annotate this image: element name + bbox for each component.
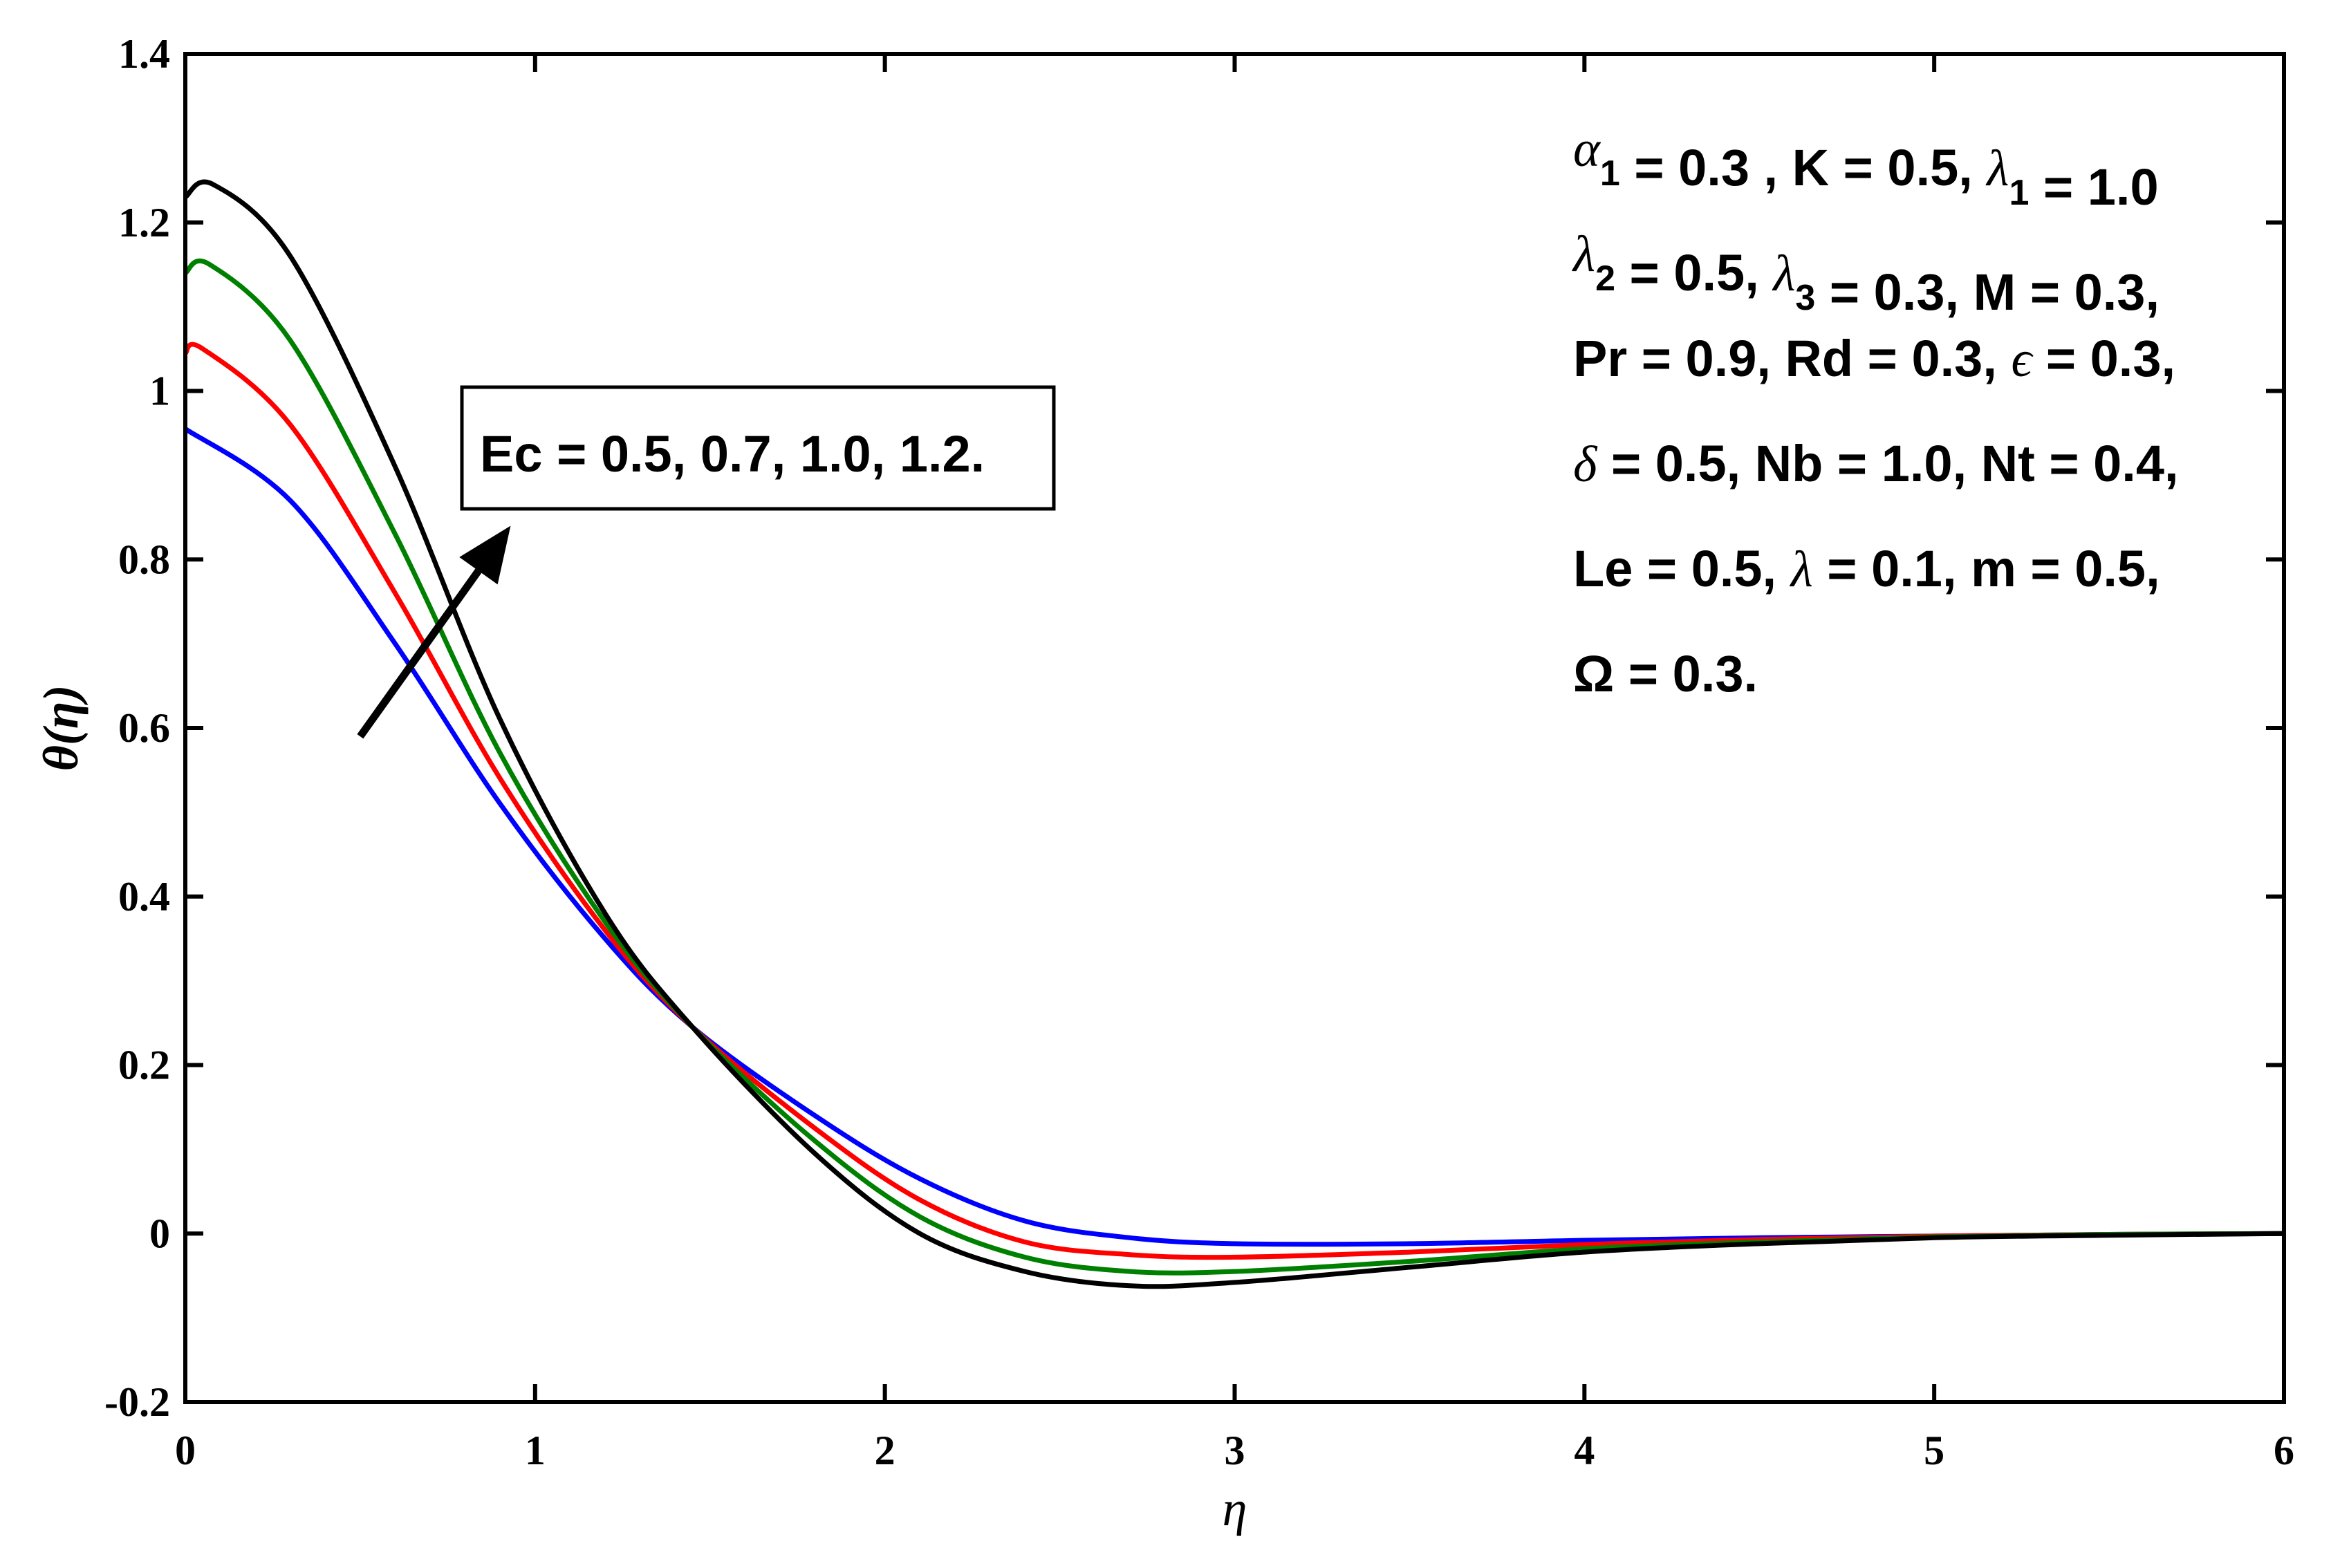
parameter-line-1: α1 = 0.3 , K = 0.5, λ1 = 1.0 (1573, 121, 2159, 216)
y-tick-label: 0.2 (118, 1043, 170, 1088)
x-tick-label: 5 (1924, 1428, 1944, 1473)
parameter-annotation: α1 = 0.3 , K = 0.5, λ1 = 1.0 λ2 = 0.5, λ3… (1572, 121, 2179, 702)
parameter-line-4: δ = 0.5, Nb = 1.0, Nt = 0.4, (1573, 435, 2179, 493)
tick-label-group: 0 1 2 3 4 5 6-0.200.20.40.60.811.21.4 (104, 31, 2294, 1473)
parameter-line-6: Ω = 0.3. (1573, 645, 1758, 702)
series-line-4 (183, 179, 2285, 1289)
arrow-annotation (357, 525, 511, 739)
y-tick-label: 0.6 (118, 705, 170, 751)
y-tick-label: 1.2 (118, 200, 170, 245)
y-tick-label: -0.2 (104, 1379, 170, 1425)
parameter-line-3: Pr = 0.9, Rd = 0.3, ϵ = 0.3, (1573, 330, 2175, 388)
tick-group (183, 52, 2286, 1404)
x-tick-label: 3 (1225, 1428, 1245, 1473)
legend-box-frame (460, 385, 1056, 511)
legend-box-text: Ec = 0.5, 0.7, 1.0, 1.2. (480, 425, 985, 483)
x-tick-label: 4 (1574, 1428, 1595, 1473)
y-tick-label: 0.4 (118, 874, 170, 920)
y-axis-label: θ(η) (33, 685, 89, 772)
x-tick-label: 2 (875, 1428, 895, 1473)
series-group (183, 179, 2285, 1289)
x-axis-label: η (1223, 1481, 1247, 1536)
y-tick-label: 0 (149, 1211, 170, 1256)
y-tick-label: 0.8 (118, 536, 170, 582)
arrow-shaft (357, 568, 482, 739)
y-tick-label: 1.4 (118, 31, 170, 77)
y-tick-label: 1 (149, 368, 170, 414)
parameter-line-2: λ2 = 0.5, λ3 = 0.3, M = 0.3, (1572, 226, 2160, 321)
x-tick-label: 6 (2274, 1428, 2294, 1473)
parameter-line-5: Le = 0.5, λ = 0.1, m = 0.5, (1573, 540, 2160, 598)
x-tick-label: 0 (175, 1428, 196, 1473)
x-tick-label: 1 (525, 1428, 546, 1473)
legend-box: Ec = 0.5, 0.7, 1.0, 1.2. (460, 385, 1056, 511)
arrow-head (459, 525, 511, 585)
